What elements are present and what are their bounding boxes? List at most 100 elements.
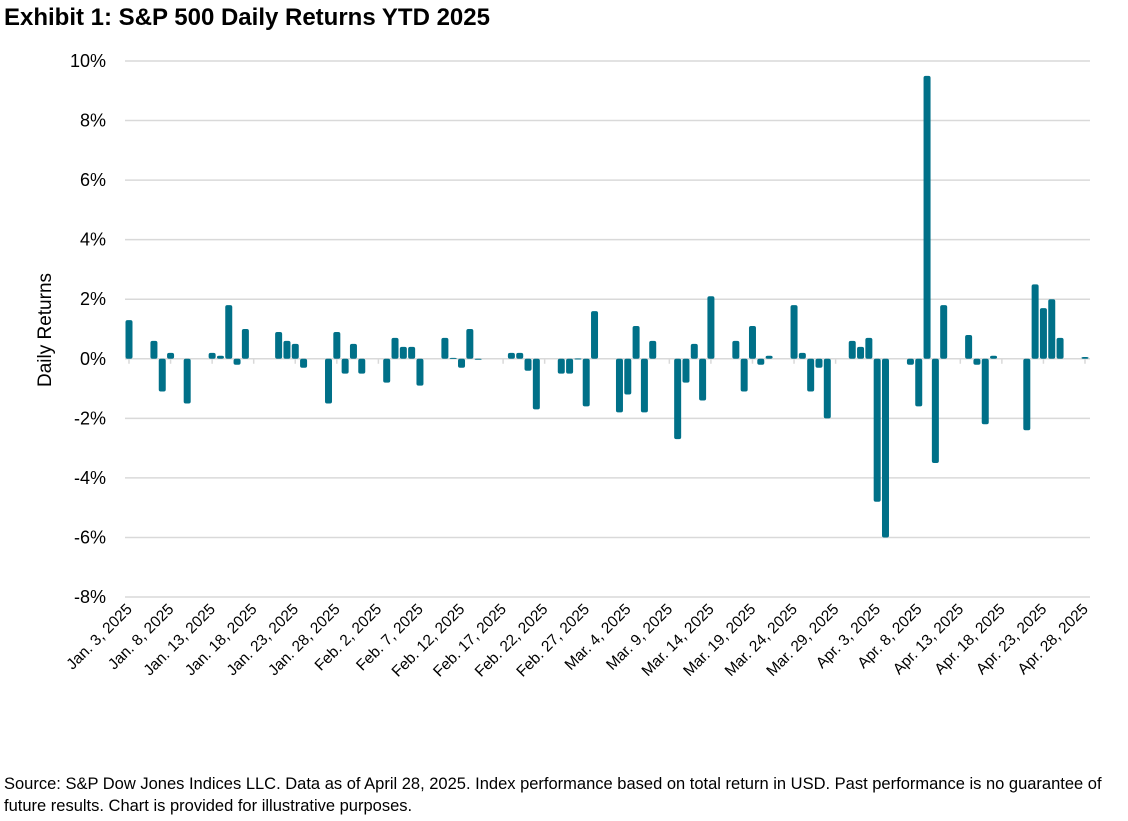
bar bbox=[582, 358, 590, 407]
bar bbox=[516, 352, 524, 359]
bar bbox=[449, 357, 457, 359]
bar bbox=[333, 331, 341, 359]
y-tick-label: 2% bbox=[80, 289, 106, 309]
bar bbox=[748, 326, 756, 359]
bar bbox=[699, 358, 707, 401]
bar bbox=[574, 358, 582, 360]
bar bbox=[807, 358, 815, 392]
bar bbox=[1081, 356, 1089, 359]
bar bbox=[216, 355, 224, 359]
bar bbox=[690, 343, 698, 359]
bar bbox=[557, 358, 565, 374]
bar bbox=[349, 343, 357, 359]
bar bbox=[857, 346, 865, 359]
y-axis-tick-labels: -8% -6% -4% -2% 0% 2% 4% 6% 8% 10% bbox=[70, 51, 106, 607]
bar bbox=[990, 355, 998, 359]
bar bbox=[682, 358, 690, 383]
bar bbox=[566, 358, 574, 374]
bar bbox=[325, 358, 333, 404]
chart-title: Exhibit 1: S&P 500 Daily Returns YTD 202… bbox=[4, 4, 490, 31]
bar bbox=[458, 358, 466, 368]
bar bbox=[615, 358, 623, 413]
bar bbox=[466, 329, 474, 359]
bar bbox=[358, 358, 366, 374]
chart-area: -8%-6%-4%-2%0%2%4%6%8%10% Jan. 3, 2025Ja… bbox=[35, 51, 1092, 681]
bar bbox=[1039, 308, 1047, 359]
y-tick-label: -4% bbox=[74, 468, 106, 488]
bar bbox=[765, 355, 773, 359]
y-tick-label: -2% bbox=[74, 408, 106, 428]
x-tick-label: Mar. 29, 2025 bbox=[763, 601, 842, 680]
bar bbox=[865, 337, 873, 359]
y-axis-label: Daily Returns bbox=[35, 273, 56, 387]
bar bbox=[158, 358, 166, 392]
bar bbox=[823, 358, 831, 419]
bar bbox=[674, 358, 682, 440]
bar bbox=[973, 358, 981, 365]
bar bbox=[408, 346, 416, 359]
bar bbox=[981, 358, 989, 425]
y-tick-label: -6% bbox=[74, 527, 106, 547]
bar bbox=[391, 337, 399, 359]
bar bbox=[940, 305, 948, 359]
bar bbox=[125, 320, 133, 359]
bar bbox=[1031, 284, 1039, 359]
bar bbox=[225, 305, 233, 359]
bar bbox=[873, 358, 881, 502]
x-tick-label: Mar. 19, 2025 bbox=[680, 601, 759, 680]
bar bbox=[848, 340, 856, 359]
bar bbox=[640, 358, 648, 413]
bar bbox=[524, 358, 532, 371]
bar bbox=[931, 358, 939, 463]
bar bbox=[624, 358, 632, 395]
bar bbox=[815, 358, 823, 368]
bar bbox=[291, 343, 299, 359]
bar bbox=[341, 358, 349, 374]
bar bbox=[906, 358, 914, 365]
bar bbox=[183, 358, 191, 404]
x-tick-label: Feb. 12, 2025 bbox=[389, 601, 469, 681]
bar bbox=[399, 346, 407, 359]
y-tick-label: 0% bbox=[80, 349, 106, 369]
source-footnote: Source: S&P Dow Jones Indices LLC. Data … bbox=[4, 775, 1102, 815]
bar bbox=[798, 352, 806, 359]
y-tick-label: 8% bbox=[80, 111, 106, 131]
bar bbox=[383, 358, 391, 383]
bar bbox=[881, 358, 889, 538]
bar bbox=[208, 352, 216, 359]
y-tick-label: -8% bbox=[74, 587, 106, 607]
bar bbox=[474, 358, 482, 360]
bar-series bbox=[125, 75, 1089, 538]
bar bbox=[732, 340, 740, 359]
bar bbox=[507, 352, 515, 359]
x-tick-label: Mar. 24, 2025 bbox=[722, 601, 801, 680]
bar bbox=[923, 75, 931, 359]
bar bbox=[740, 358, 748, 392]
x-tick-label: Feb. 22, 2025 bbox=[472, 601, 552, 681]
bar bbox=[233, 358, 241, 365]
bar bbox=[790, 305, 798, 359]
bar bbox=[915, 358, 923, 407]
bar bbox=[300, 358, 308, 368]
bar bbox=[1048, 299, 1056, 359]
bar bbox=[757, 358, 765, 365]
bar bbox=[150, 340, 158, 359]
bar bbox=[532, 358, 540, 410]
bar bbox=[416, 358, 424, 386]
bar bbox=[707, 296, 715, 359]
bar bbox=[591, 311, 599, 359]
bar bbox=[632, 326, 640, 359]
bar bbox=[1023, 358, 1031, 431]
y-tick-label: 4% bbox=[80, 230, 106, 250]
bar bbox=[965, 334, 973, 359]
x-tick-label: Mar. 14, 2025 bbox=[639, 601, 718, 680]
bar bbox=[241, 329, 249, 359]
bar bbox=[167, 352, 175, 359]
bar bbox=[283, 340, 291, 359]
y-tick-label: 6% bbox=[80, 170, 106, 190]
bar bbox=[1056, 337, 1064, 359]
x-tick-label: Feb. 17, 2025 bbox=[430, 601, 510, 681]
bar bbox=[441, 337, 449, 359]
x-tick-label: Feb. 27, 2025 bbox=[513, 601, 593, 681]
bar bbox=[275, 331, 283, 359]
